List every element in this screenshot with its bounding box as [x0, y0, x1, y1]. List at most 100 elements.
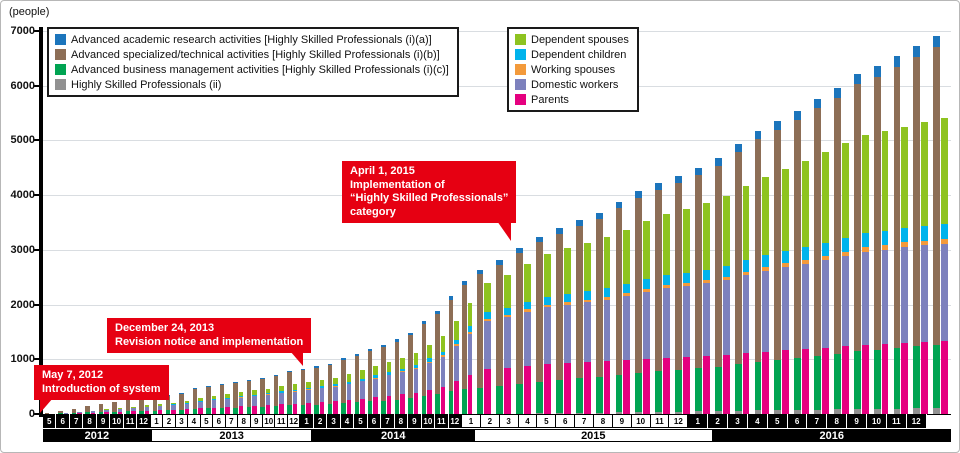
segment-working-spouses	[427, 361, 432, 363]
segment-parents	[563, 363, 571, 414]
bar-group-2013-3	[178, 31, 191, 414]
segment-specialized-technical	[476, 274, 484, 388]
segment-domestic-workers	[184, 403, 190, 410]
segment-hsp-ii	[635, 412, 643, 414]
segment-parents	[238, 406, 244, 414]
segment-dependent-children	[279, 391, 284, 393]
professional-bar-2015-12	[695, 167, 702, 414]
y-axis-tick	[34, 303, 40, 306]
month-cell-2014-6: 6	[367, 414, 382, 428]
segment-academic-research	[575, 220, 583, 226]
segment-parents	[663, 357, 670, 414]
segment-parents	[306, 402, 311, 414]
bar-group-2015-11	[673, 31, 693, 414]
segment-parents	[400, 394, 405, 414]
segment-specialized-technical	[408, 335, 413, 399]
segment-hsp-ii	[913, 408, 921, 414]
segment-business-management	[125, 411, 131, 414]
y-axis-line	[39, 27, 43, 417]
professional-bar-2014-6	[381, 345, 386, 414]
segment-dependent-children	[663, 275, 670, 286]
family-bar-2015-11	[683, 208, 690, 414]
segment-academic-research	[408, 332, 413, 336]
segment-dependent-spouses	[400, 357, 405, 369]
month-cell-2015-11: 11	[649, 414, 670, 428]
segment-business-management	[774, 359, 782, 411]
segment-working-spouses	[702, 280, 710, 284]
segment-dependent-children	[265, 393, 271, 395]
segment-domestic-workers	[467, 333, 473, 376]
month-cell-2013-10: 10	[261, 414, 276, 428]
family-bar-2016-6	[822, 151, 829, 414]
segment-hsp-ii	[893, 408, 901, 414]
segment-academic-research	[354, 354, 360, 357]
segment-dependent-children	[921, 226, 929, 241]
x-axis-month-row: 5 6 7 8 9 10 11 12 1 2 3 4 5 6 7 8 9 10 11 12 1 2 3 4 5 6 7 8 9 10 11 1…	[43, 414, 951, 428]
segment-hsp-ii	[595, 412, 603, 414]
segment-dependent-children	[346, 381, 352, 384]
segment-parents	[822, 347, 829, 414]
family-bar-2012-7	[77, 412, 82, 414]
segment-parents	[77, 413, 82, 414]
segment-specialized-technical	[536, 242, 543, 382]
segment-dependent-children	[400, 368, 405, 372]
segment-working-spouses	[861, 247, 869, 252]
professional-bar-2013-7	[233, 382, 238, 414]
segment-specialized-technical	[615, 208, 623, 376]
segment-dependent-children	[583, 290, 591, 300]
professional-bar-2013-12	[300, 368, 306, 414]
segment-business-management	[165, 410, 171, 414]
family-bar-2014-5	[373, 366, 378, 414]
segment-specialized-technical	[754, 139, 762, 362]
segment-dependent-children	[623, 283, 631, 294]
month-cell-2015-7: 7	[574, 414, 595, 428]
segment-academic-research	[595, 212, 603, 220]
segment-working-spouses	[742, 271, 750, 276]
segment-dependent-spouses	[373, 366, 378, 376]
legend-swatch-icon	[55, 49, 66, 60]
segment-specialized-technical	[112, 402, 117, 412]
bar-group-2013-10	[272, 31, 285, 414]
segment-business-management	[615, 375, 623, 413]
segment-academic-research	[287, 370, 292, 373]
segment-parents	[292, 403, 298, 414]
segment-business-management	[536, 381, 543, 414]
segment-dependent-spouses	[346, 374, 352, 382]
segment-specialized-technical	[192, 389, 198, 409]
family-bar-2013-3	[184, 400, 190, 414]
bar-group-2012-10	[110, 31, 123, 414]
month-cell-2015-2: 2	[479, 414, 500, 428]
gridline	[43, 140, 951, 142]
segment-specialized-technical	[421, 323, 427, 396]
segment-academic-research	[774, 121, 782, 130]
family-bar-2014-1	[319, 379, 325, 414]
family-bar-2013-7	[238, 392, 244, 414]
segment-parents	[802, 348, 810, 414]
segment-specialized-technical	[675, 183, 683, 370]
professional-bar-2014-2	[327, 363, 333, 414]
segment-domestic-workers	[504, 316, 512, 368]
segment-hsp-ii	[873, 408, 881, 414]
segment-parents	[104, 412, 109, 414]
month-cell-2012-6: 6	[56, 414, 70, 428]
segment-domestic-workers	[603, 299, 611, 362]
segment-parents	[427, 389, 432, 414]
bar-group-2016-11	[911, 31, 931, 414]
bar-group-2016-10	[891, 31, 911, 414]
professional-bar-2014-12	[462, 281, 467, 414]
segment-domestic-workers	[702, 283, 710, 357]
family-bar-2015-3	[524, 264, 531, 414]
segment-parents	[544, 363, 551, 414]
segment-dependent-spouses	[841, 143, 849, 239]
y-axis-tick	[34, 413, 40, 415]
segment-dependent-spouses	[454, 321, 459, 340]
segment-dependent-spouses	[440, 336, 446, 352]
segment-academic-research	[834, 87, 841, 98]
legend-item-label: Advanced academic research activities [H…	[71, 33, 432, 46]
segment-parents	[881, 343, 889, 414]
segment-working-spouses	[762, 267, 770, 271]
segment-specialized-technical	[435, 314, 440, 395]
family-bar-2013-1	[157, 403, 163, 414]
professional-bar-2014-1	[314, 366, 319, 414]
y-axis-tick	[34, 139, 40, 142]
